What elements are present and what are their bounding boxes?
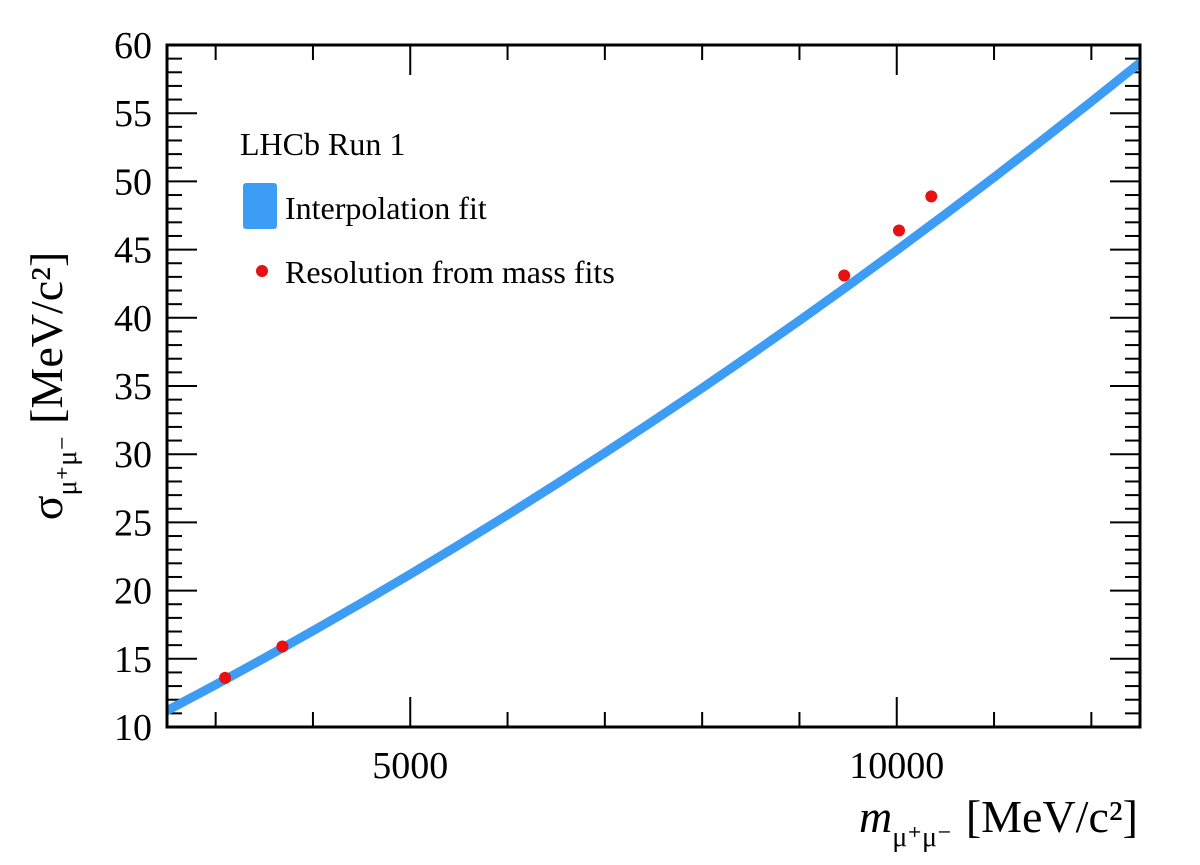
y-tick-label: 45 xyxy=(114,230,152,272)
legend-label-points: Resolution from mass fits xyxy=(285,254,615,290)
y-axis-label: σμ⁺μ⁻ [MeV/c²] xyxy=(21,252,83,521)
y-tick-label: 10 xyxy=(114,707,152,749)
resolution-point xyxy=(925,190,938,203)
y-tick-label: 30 xyxy=(114,434,152,476)
legend-band-swatch xyxy=(243,183,277,229)
y-tick-label: 35 xyxy=(114,366,152,408)
y-tick-label: 55 xyxy=(114,93,152,135)
y-tick-label: 50 xyxy=(114,161,152,203)
y-tick-label: 20 xyxy=(114,571,152,613)
y-tick-label: 25 xyxy=(114,502,152,544)
resolution-point xyxy=(276,640,289,653)
x-tick-label: 10000 xyxy=(849,745,944,787)
x-tick-labels: 5000 10000 xyxy=(372,745,944,787)
y-tick-label: 60 xyxy=(114,25,152,67)
legend-label-fit: Interpolation fit xyxy=(285,190,487,226)
x-axis-subscript: μ⁺μ⁻ xyxy=(892,822,952,853)
legend-header: LHCb Run 1 xyxy=(240,126,405,162)
y-tick-labels: 10 15 20 25 30 35 40 45 50 55 60 xyxy=(114,25,152,749)
x-axis-label: mμ⁺μ⁻ [MeV/c²] xyxy=(859,791,1138,853)
resolution-point xyxy=(838,269,851,282)
y-axis-subscript: μ⁺μ⁻ xyxy=(52,436,83,496)
y-axis-units: [MeV/c²] xyxy=(21,252,72,424)
resolution-point xyxy=(219,671,232,684)
x-axis-units: [MeV/c²] xyxy=(966,791,1138,842)
x-axis-symbol: m xyxy=(859,791,892,842)
series-layer xyxy=(167,59,1140,715)
plot-frame xyxy=(165,43,1142,729)
x-tick-label: 5000 xyxy=(372,745,448,787)
y-tick-label: 40 xyxy=(114,298,152,340)
y-tick-label: 15 xyxy=(114,639,152,681)
legend-point-swatch xyxy=(256,265,268,277)
svg-text:σμ⁺μ⁻[MeV/c²]: σμ⁺μ⁻ [MeV/c²] xyxy=(21,252,83,521)
interpolation-fit-band xyxy=(167,59,1140,715)
y-axis-symbol: σ xyxy=(21,495,72,520)
legend: LHCb Run 1 Interpolation fit Resolution … xyxy=(240,126,615,290)
plot-background xyxy=(167,45,1140,727)
resolution-point xyxy=(892,224,905,237)
